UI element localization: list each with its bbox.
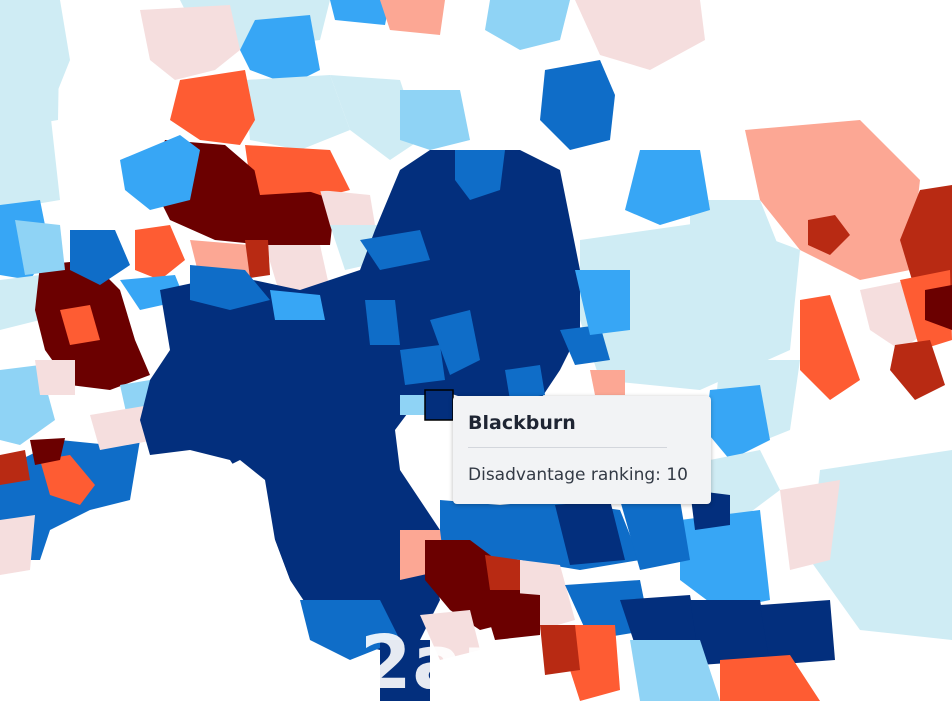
- region-central-mid-3[interactable]: [360, 230, 430, 270]
- region-north-5[interactable]: [575, 0, 705, 70]
- region-orange-1[interactable]: [170, 70, 255, 145]
- region-east-blue-2[interactable]: [705, 385, 770, 460]
- region-southwest-orange[interactable]: [40, 455, 95, 505]
- tooltip-ranking-row: Disadvantage ranking: 10: [468, 465, 696, 485]
- region-central-light-1[interactable]: [400, 395, 425, 415]
- region-far-east-light[interactable]: [810, 450, 952, 640]
- region-west-2[interactable]: [0, 275, 40, 330]
- region-nc-blue[interactable]: [120, 135, 200, 210]
- region-southeast-orange-2[interactable]: [720, 655, 820, 701]
- region-south-pink[interactable]: [420, 610, 480, 660]
- region-north-3[interactable]: [380, 0, 445, 35]
- region-southeast-2[interactable]: [555, 500, 625, 565]
- region-east-light[interactable]: [580, 220, 800, 390]
- region-southwest-dark[interactable]: [30, 438, 65, 465]
- region-north-10[interactable]: [400, 90, 470, 150]
- region-east-blue[interactable]: [625, 150, 710, 225]
- region-southeast-dark-2[interactable]: [480, 590, 540, 640]
- region-nc-blue-2[interactable]: [70, 230, 130, 285]
- region-north-6[interactable]: [140, 5, 240, 80]
- region-central-pink[interactable]: [590, 370, 625, 395]
- tooltip-title: Blackburn: [468, 412, 576, 434]
- region-nc-light-3[interactable]: [15, 220, 65, 275]
- region-north-9[interactable]: [330, 75, 420, 160]
- region-far-east-orange[interactable]: [800, 295, 860, 400]
- region-north-west-2[interactable]: [0, 0, 60, 130]
- region-south-blue-2[interactable]: [380, 640, 430, 701]
- region-southwest-brown[interactable]: [0, 450, 30, 485]
- region-southeast-brown[interactable]: [485, 555, 520, 590]
- region-north-7[interactable]: [240, 15, 320, 85]
- region-far-east-dark[interactable]: [925, 285, 952, 330]
- region-far-east-pink-3[interactable]: [780, 480, 840, 570]
- region-nc-pink-3[interactable]: [320, 190, 375, 225]
- region-southeast-light[interactable]: [630, 640, 720, 701]
- region-nc-pink-2[interactable]: [265, 245, 330, 295]
- region-nc-brown[interactable]: [245, 240, 270, 278]
- region-southwest-pink[interactable]: [0, 515, 35, 575]
- region-far-east-brown-3[interactable]: [890, 340, 945, 400]
- region-southeast-blue-5[interactable]: [760, 600, 835, 665]
- region-west-pink-2[interactable]: [90, 405, 155, 450]
- region-north-4[interactable]: [485, 0, 570, 50]
- region-southeast-3[interactable]: [620, 500, 690, 570]
- region-west-orange[interactable]: [60, 305, 100, 345]
- region-southeast-orange[interactable]: [570, 625, 620, 701]
- region-central-blue-east[interactable]: [560, 325, 610, 365]
- bay-water-2: [320, 690, 380, 701]
- region-central-mid-4[interactable]: [455, 150, 505, 200]
- region-west-pink[interactable]: [35, 360, 75, 395]
- region-central-blue-east-2[interactable]: [575, 270, 630, 335]
- region-southeast-blue-4[interactable]: [690, 600, 770, 665]
- region-central-blue-east-3[interactable]: [505, 365, 545, 400]
- region-tooltip: Blackburn Disadvantage ranking: 10: [453, 396, 711, 504]
- region-far-east-brown-2[interactable]: [808, 215, 850, 255]
- region-east-light-2[interactable]: [690, 200, 780, 260]
- bay-water: [0, 460, 320, 701]
- region-far-east-pink[interactable]: [745, 120, 920, 280]
- region-central-mid-6[interactable]: [400, 345, 445, 385]
- region-central-mid-5[interactable]: [430, 310, 480, 375]
- region-north-2[interactable]: [330, 0, 390, 25]
- region-nc-light-2[interactable]: [250, 150, 340, 195]
- region-central-mid-7[interactable]: [365, 300, 400, 345]
- highlighted-region-blackburn[interactable]: [424, 389, 454, 421]
- region-north-8[interactable]: [245, 75, 350, 150]
- tooltip-ranking-value: 10: [666, 465, 688, 485]
- tooltip-divider: [468, 447, 667, 448]
- region-southeast-brown-2[interactable]: [540, 625, 580, 675]
- region-southeast-blue[interactable]: [680, 510, 770, 610]
- region-central-mid-2[interactable]: [270, 290, 325, 320]
- region-central-core[interactable]: [140, 150, 580, 650]
- tooltip-ranking-label: Disadvantage ranking:: [468, 465, 661, 485]
- region-far-east-brown[interactable]: [900, 185, 952, 300]
- region-northeast-1[interactable]: [540, 60, 615, 150]
- region-central-mid-1[interactable]: [190, 265, 270, 310]
- region-south-blue[interactable]: [300, 600, 400, 660]
- region-nc-orange[interactable]: [135, 225, 185, 280]
